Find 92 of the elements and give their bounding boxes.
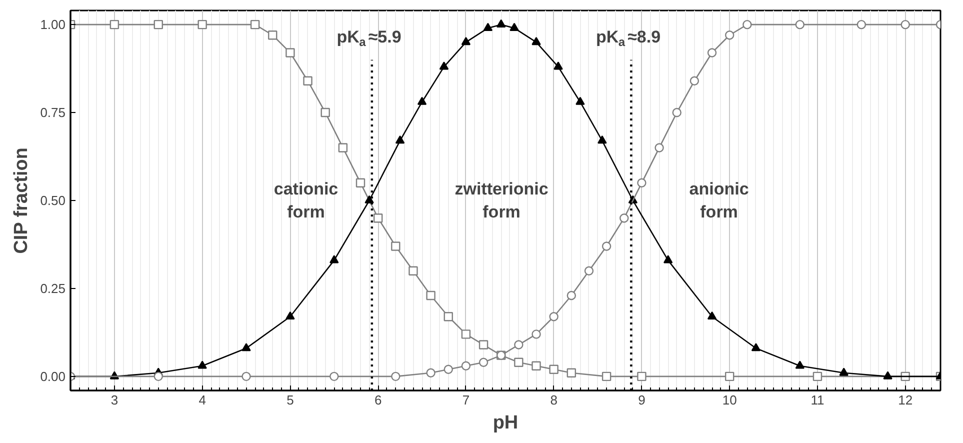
y-tick-label: 0.25 (40, 280, 66, 296)
point (532, 36, 541, 46)
point (532, 330, 541, 339)
point (554, 62, 563, 70)
x-tick-label: 6 (374, 392, 382, 408)
point (364, 195, 374, 204)
point (637, 178, 646, 188)
point (620, 214, 629, 223)
point (286, 48, 295, 58)
point (320, 108, 330, 118)
point (751, 343, 761, 352)
x-tick-label: 8 (550, 392, 558, 408)
point (444, 364, 453, 374)
point (602, 242, 612, 251)
point (330, 255, 339, 264)
x-tick-label: 4 (198, 392, 206, 408)
point (654, 143, 664, 152)
point (303, 76, 312, 86)
point (742, 20, 752, 30)
point (391, 242, 400, 251)
annotation: cationic form (274, 180, 338, 222)
point (532, 361, 541, 370)
point (839, 368, 848, 376)
point (856, 20, 866, 30)
point (338, 143, 348, 152)
point (286, 311, 295, 320)
point (391, 372, 400, 382)
point (408, 266, 418, 276)
y-tick-label: 0.50 (40, 193, 66, 208)
x-tick-label: 7 (462, 392, 470, 408)
point (514, 358, 524, 367)
point (566, 290, 576, 300)
x-tick-label: 11 (810, 392, 824, 408)
point (356, 178, 366, 188)
point (724, 372, 734, 382)
point (576, 96, 585, 105)
point (426, 368, 436, 378)
point (242, 372, 251, 382)
point (707, 311, 717, 320)
point (584, 266, 594, 276)
x-tick-label: 3 (110, 392, 118, 408)
point (444, 312, 453, 322)
x-tick-label: 9 (638, 392, 646, 408)
point (690, 76, 700, 86)
point (795, 360, 804, 369)
point (198, 20, 207, 30)
point (461, 361, 471, 370)
point (461, 330, 471, 339)
point (198, 360, 207, 369)
point (795, 20, 804, 30)
point (439, 62, 449, 70)
point (426, 290, 436, 300)
annotation: zwitterionic form (454, 180, 548, 222)
point (154, 372, 163, 382)
point (395, 135, 405, 144)
y-tick-label: 0.75 (40, 105, 66, 120)
point (268, 30, 278, 40)
point (330, 372, 339, 382)
point (250, 20, 260, 30)
point (549, 364, 558, 374)
y-tick-label: 1.00 (40, 17, 66, 32)
point (602, 372, 612, 382)
x-tick-label: 12 (898, 392, 913, 408)
point (154, 20, 163, 30)
y-axis-title: CIP fraction (11, 148, 32, 254)
point (724, 30, 734, 40)
point (478, 340, 488, 350)
point (549, 312, 558, 322)
point (812, 372, 822, 382)
point (496, 19, 506, 28)
y-tick-label: 0.00 (40, 368, 66, 384)
point (598, 135, 607, 144)
x-axis-title: pH (492, 412, 518, 434)
point (110, 20, 120, 30)
point (242, 343, 251, 352)
annotation: anionic form (689, 180, 749, 222)
point (514, 340, 524, 350)
point (483, 22, 493, 31)
point (883, 371, 892, 380)
point (417, 96, 427, 105)
point (672, 108, 682, 118)
point (566, 368, 576, 378)
point (707, 48, 717, 58)
x-tick-label: 5 (286, 392, 294, 408)
point (900, 20, 910, 30)
point (510, 22, 519, 31)
point (663, 255, 673, 264)
point (461, 36, 471, 46)
x-tick-label: 10 (722, 392, 737, 408)
point (373, 213, 383, 223)
point (478, 358, 488, 367)
point (637, 372, 646, 382)
